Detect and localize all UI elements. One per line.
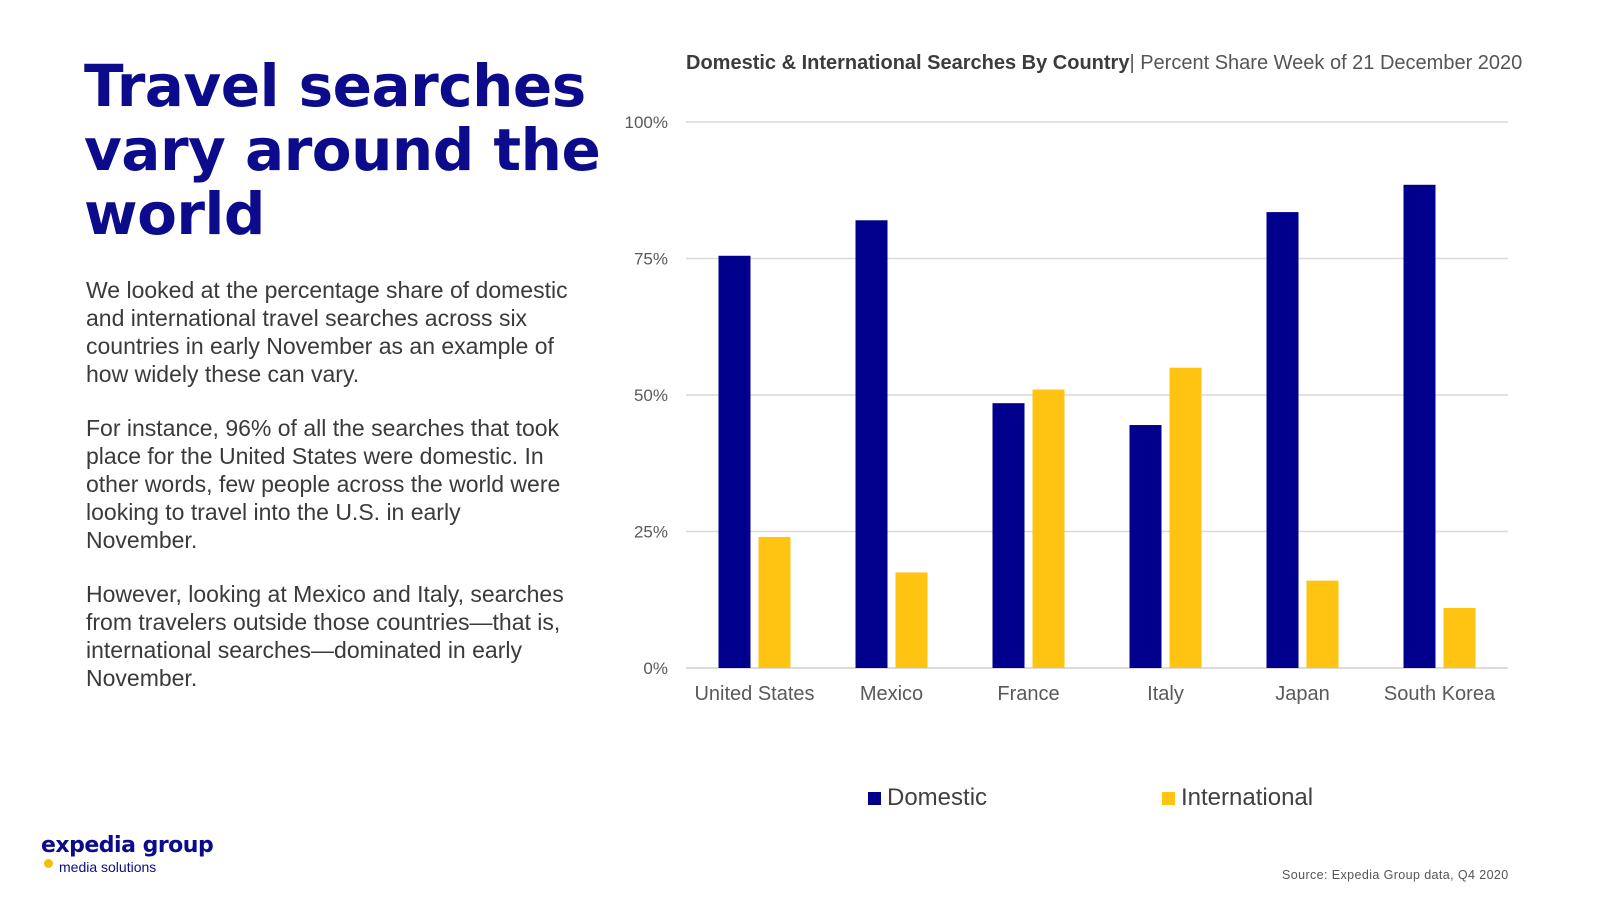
legend-swatch-international: [1162, 791, 1175, 805]
paragraph-us-example: For instance, 96% of all the searches th…: [86, 415, 561, 553]
legend-item-domestic: Domestic: [868, 784, 987, 812]
logo-brand: expedia group: [41, 833, 214, 858]
x-tick-label: Italy: [1147, 683, 1184, 705]
x-axis-ticks: United States Mexico France Italy Japan South…: [694, 683, 1496, 705]
bar-international-mexico: [895, 572, 928, 668]
chart-title: Domestic & International Searches By Cou…: [686, 52, 1566, 75]
x-tick-label: France: [997, 683, 1059, 705]
legend-label-domestic: Domestic: [887, 784, 988, 811]
chart-gridlines: [686, 121, 1508, 669]
bar-domestic-italy: [1129, 425, 1162, 668]
y-tick-label: 75%: [634, 250, 668, 269]
paragraph-mexico-italy: However, looking at Mexico and Italy, se…: [86, 581, 564, 691]
legend-label-international: International: [1181, 784, 1314, 811]
expedia-group-logo: expedia group media solutions: [41, 834, 261, 876]
chart-legend: Domestic International: [0, 784, 1600, 814]
legend-swatch-domestic: [868, 791, 881, 805]
chart-bars: [718, 184, 1476, 669]
legend-item-international: International: [1162, 784, 1313, 812]
x-tick-label: Japan: [1275, 683, 1330, 705]
paragraph-intro: We looked at the percentage share of dom…: [86, 277, 568, 387]
y-tick-label: 100%: [625, 113, 668, 132]
x-tick-label: South Korea: [1384, 683, 1496, 705]
source-note: Source: Expedia Group data, Q4 2020: [1282, 868, 1509, 882]
y-axis-ticks: 0% 25% 50% 75% 100%: [625, 113, 668, 678]
y-tick-label: 25%: [634, 523, 668, 542]
bar-international-japan: [1306, 580, 1339, 668]
chart-title-subtitle: Percent Share Week of 21 December 2020: [1140, 52, 1523, 74]
bar-international-united-states: [758, 536, 791, 668]
y-tick-label: 50%: [634, 386, 668, 405]
y-tick-label: 0%: [643, 659, 668, 678]
bar-domestic-japan: [1266, 212, 1299, 668]
lightbulb-icon: [44, 859, 53, 868]
bar-international-france: [1032, 389, 1065, 668]
body-text: We looked at the percentage share of dom…: [86, 276, 574, 718]
x-tick-label: United States: [694, 683, 814, 705]
bar-domestic-france: [992, 403, 1025, 668]
bar-international-south-korea: [1443, 607, 1476, 668]
bar-domestic-south-korea: [1403, 184, 1436, 669]
logo-tagline: media solutions: [59, 859, 157, 875]
bar-domestic-mexico: [855, 220, 888, 668]
chart-title-main: Domestic & International Searches By Cou…: [686, 52, 1130, 74]
bar-international-italy: [1169, 367, 1202, 668]
bar-domestic-united-states: [718, 255, 751, 668]
headline: Travel searches vary around the world: [84, 52, 601, 248]
x-tick-label: Mexico: [860, 683, 923, 705]
chart-title-separator: |: [1129, 52, 1135, 74]
